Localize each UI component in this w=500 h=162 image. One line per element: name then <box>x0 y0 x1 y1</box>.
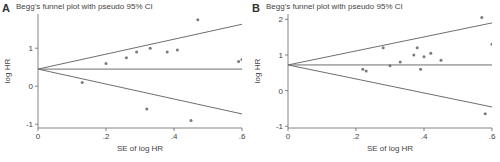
point <box>125 56 128 59</box>
x-axis-label: SE of log HR <box>117 144 163 153</box>
x-axis <box>288 128 492 129</box>
point <box>429 52 432 55</box>
point <box>190 119 193 122</box>
point <box>176 49 179 52</box>
x-tick-label: .6 <box>239 132 246 141</box>
x-tick-label: .2 <box>103 132 110 141</box>
y-tick <box>35 48 38 49</box>
y-tick-label: 1 <box>279 51 284 60</box>
panel-label: A <box>2 2 10 14</box>
x-tick <box>424 128 425 131</box>
y-tick-label: 0 <box>279 87 284 96</box>
point <box>491 43 493 46</box>
plot-area <box>38 18 242 122</box>
x-tick <box>492 128 493 131</box>
x-axis-label: SE of log HR <box>367 144 413 153</box>
line <box>38 24 242 69</box>
point <box>423 55 426 58</box>
y-tick-label: 0 <box>29 82 34 91</box>
point <box>196 18 199 21</box>
point <box>135 51 138 54</box>
point <box>166 51 169 54</box>
plot-area <box>288 16 492 115</box>
point <box>382 46 385 49</box>
x-tick <box>242 128 243 131</box>
x-tick-label: 0 <box>286 132 291 141</box>
x-tick-label: .6 <box>489 132 496 141</box>
point <box>149 47 152 50</box>
point <box>237 60 240 63</box>
x-tick-label: .4 <box>171 132 178 141</box>
x-tick-label: .2 <box>353 132 360 141</box>
y-axis-label: log HR <box>3 59 12 84</box>
y-tick-label: 2 <box>279 15 284 24</box>
line <box>288 64 492 65</box>
y-tick <box>35 124 38 125</box>
panel: B Begg's funnel plot with pseudo 95% CI -1… <box>252 2 496 153</box>
point <box>105 62 108 65</box>
y-axis-label: log HR <box>253 59 262 84</box>
line <box>38 69 242 70</box>
point <box>241 58 243 61</box>
x-tick-label: 0 <box>36 132 41 141</box>
x-tick <box>38 128 39 131</box>
x-tick <box>174 128 175 131</box>
x-tick <box>356 128 357 131</box>
title: Begg's funnel plot with pseudo 95% CI <box>266 2 403 11</box>
x-axis <box>38 128 242 129</box>
point <box>484 112 487 115</box>
point <box>419 68 422 71</box>
point <box>480 16 483 19</box>
x-tick <box>288 128 289 131</box>
y-tick <box>285 19 288 20</box>
y-axis <box>288 14 289 128</box>
figure: A Begg's funnel plot with pseudo 95% CI -1… <box>0 0 500 162</box>
y-tick-label: -1 <box>276 122 284 131</box>
y-tick-label: -1 <box>26 120 34 129</box>
point <box>361 68 364 71</box>
y-tick-label: 1 <box>29 44 34 53</box>
line <box>288 23 492 65</box>
title: Begg's funnel plot with pseudo 95% CI <box>16 2 153 11</box>
point <box>81 81 84 84</box>
x-tick <box>106 128 107 131</box>
point <box>399 61 402 64</box>
panel-label: B <box>252 2 260 14</box>
y-tick <box>285 54 288 55</box>
line <box>288 65 492 107</box>
point <box>416 46 419 49</box>
y-axis <box>38 14 39 128</box>
point <box>365 70 368 73</box>
line <box>38 69 242 114</box>
y-tick <box>35 86 38 87</box>
point <box>412 53 415 56</box>
y-tick <box>285 126 288 127</box>
point <box>440 59 443 62</box>
point <box>145 108 148 111</box>
y-tick <box>285 90 288 91</box>
panel: A Begg's funnel plot with pseudo 95% CI -1… <box>2 2 246 153</box>
x-tick-label: .4 <box>421 132 428 141</box>
